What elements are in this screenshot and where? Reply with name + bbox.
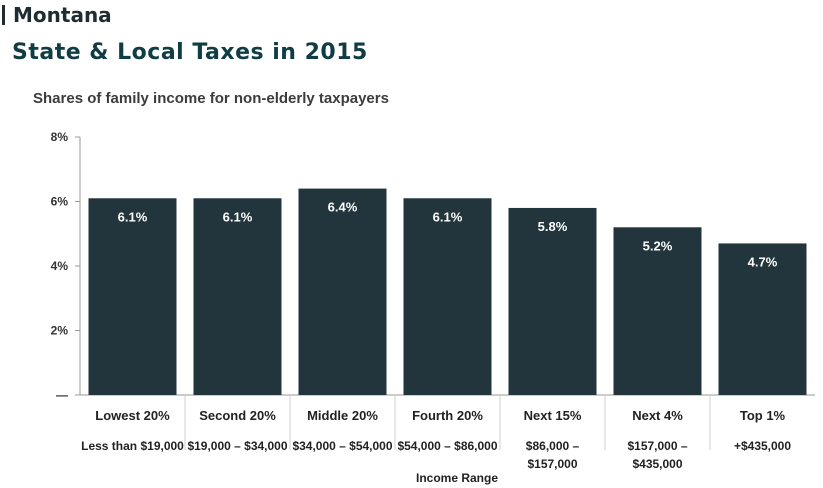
category-label: Middle 20% — [307, 408, 378, 423]
category-label: Lowest 20% — [95, 408, 170, 423]
page-title: State & Local Taxes in 2015 — [12, 40, 368, 65]
y-tick-label: 4% — [51, 259, 69, 273]
y-tick-label: — — [56, 388, 68, 402]
category-label: Second 20% — [199, 408, 276, 423]
income-range-label: $34,000 – $54,000 — [292, 439, 392, 453]
y-tick-label: 2% — [51, 324, 69, 338]
bar-value-label: 4.7% — [748, 254, 778, 269]
y-tick-label: 6% — [51, 195, 69, 209]
income-range-label: $157,000 — [527, 457, 577, 471]
bar-value-label: 6.1% — [223, 209, 253, 224]
category-label: Next 4% — [632, 408, 683, 423]
state-header: Montana — [0, 2, 112, 28]
bar-value-label: 5.8% — [538, 219, 568, 234]
category-label: Fourth 20% — [412, 408, 483, 423]
state-name: Montana — [13, 3, 112, 27]
category-label: Next 15% — [524, 408, 582, 423]
header-accent-bar — [2, 5, 5, 25]
income-range-label: Less than $19,000 — [81, 439, 184, 453]
bar-3 — [298, 188, 387, 395]
income-range-label: $86,000 – — [526, 439, 580, 453]
bar-6 — [613, 227, 702, 395]
bar-4 — [403, 198, 492, 395]
income-range-label: $157,000 – — [627, 439, 687, 453]
bar-7 — [718, 243, 807, 395]
bar-value-label: 5.2% — [643, 238, 673, 253]
bar-5 — [508, 207, 597, 395]
chart-subtitle: Shares of family income for non-elderly … — [33, 90, 389, 107]
y-tick-label: 8% — [51, 130, 69, 144]
bar-value-label: 6.1% — [118, 209, 148, 224]
bar-value-label: 6.1% — [433, 209, 463, 224]
income-range-label: $54,000 – $86,000 — [397, 439, 497, 453]
bar-1 — [88, 198, 177, 395]
category-label: Top 1% — [740, 408, 786, 423]
bar-value-label: 6.4% — [328, 200, 358, 215]
income-range-label: +$435,000 — [734, 439, 791, 453]
bar-2 — [193, 198, 282, 395]
x-axis-label: Income Range — [416, 471, 498, 485]
income-range-label: $19,000 – $34,000 — [187, 439, 287, 453]
income-range-label: $435,000 — [632, 457, 682, 471]
